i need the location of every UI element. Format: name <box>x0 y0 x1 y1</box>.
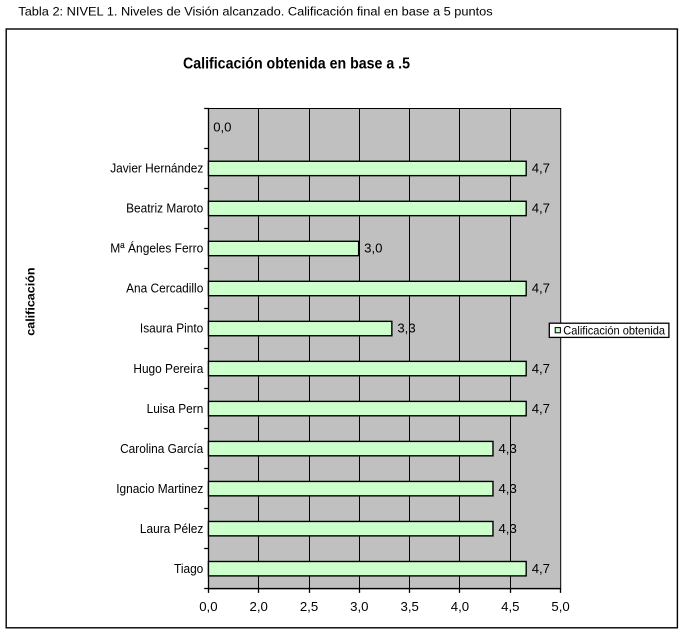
svg-text:3,0: 3,0 <box>350 599 368 614</box>
svg-text:3,5: 3,5 <box>400 599 418 614</box>
svg-text:Beatriz Maroto: Beatriz Maroto <box>126 201 203 216</box>
svg-text:4,7: 4,7 <box>532 561 550 576</box>
svg-text:4,7: 4,7 <box>532 401 550 416</box>
svg-text:Javier Hernández: Javier Hernández <box>110 161 203 176</box>
svg-text:4,3: 4,3 <box>498 521 516 536</box>
svg-text:4,3: 4,3 <box>498 441 516 456</box>
svg-text:Tabla 2: NIVEL 1. Niveles de V: Tabla 2: NIVEL 1. Niveles de Visión alca… <box>18 5 492 19</box>
svg-text:Tiago: Tiago <box>174 561 203 576</box>
svg-text:Carolina García: Carolina García <box>120 441 204 456</box>
svg-text:4,7: 4,7 <box>532 361 550 376</box>
svg-text:Luisa Pern: Luisa Pern <box>147 401 204 416</box>
svg-text:2,5: 2,5 <box>300 599 318 614</box>
svg-text:Mª Ángeles Ferro: Mª Ángeles Ferro <box>110 241 203 256</box>
svg-text:Ignacio Martinez: Ignacio Martinez <box>116 481 203 496</box>
svg-text:Hugo Pereira: Hugo Pereira <box>133 361 203 376</box>
svg-text:Laura Pélez: Laura Pélez <box>140 521 203 536</box>
svg-text:3,3: 3,3 <box>397 321 415 336</box>
svg-text:2,0: 2,0 <box>250 599 268 614</box>
svg-text:3,0: 3,0 <box>364 241 382 256</box>
svg-text:5,0: 5,0 <box>551 599 569 614</box>
svg-text:0,0: 0,0 <box>213 119 231 134</box>
svg-text:Isaura Pinto: Isaura Pinto <box>140 321 203 336</box>
svg-text:4,7: 4,7 <box>532 281 550 296</box>
svg-text:4,7: 4,7 <box>532 161 550 176</box>
svg-text:Ana Cercadillo: Ana Cercadillo <box>126 281 203 296</box>
svg-text:Calificación obtenida en base: Calificación obtenida en base a .5 <box>183 55 410 72</box>
svg-text:4,3: 4,3 <box>498 481 516 496</box>
svg-text:4,5: 4,5 <box>501 599 519 614</box>
svg-text:4,0: 4,0 <box>451 599 469 614</box>
svg-text:4,7: 4,7 <box>532 201 550 216</box>
svg-text:Calificación obtenida: Calificación obtenida <box>563 324 665 338</box>
svg-text:calificación: calificación <box>24 267 38 335</box>
svg-text:0,0: 0,0 <box>199 599 217 614</box>
